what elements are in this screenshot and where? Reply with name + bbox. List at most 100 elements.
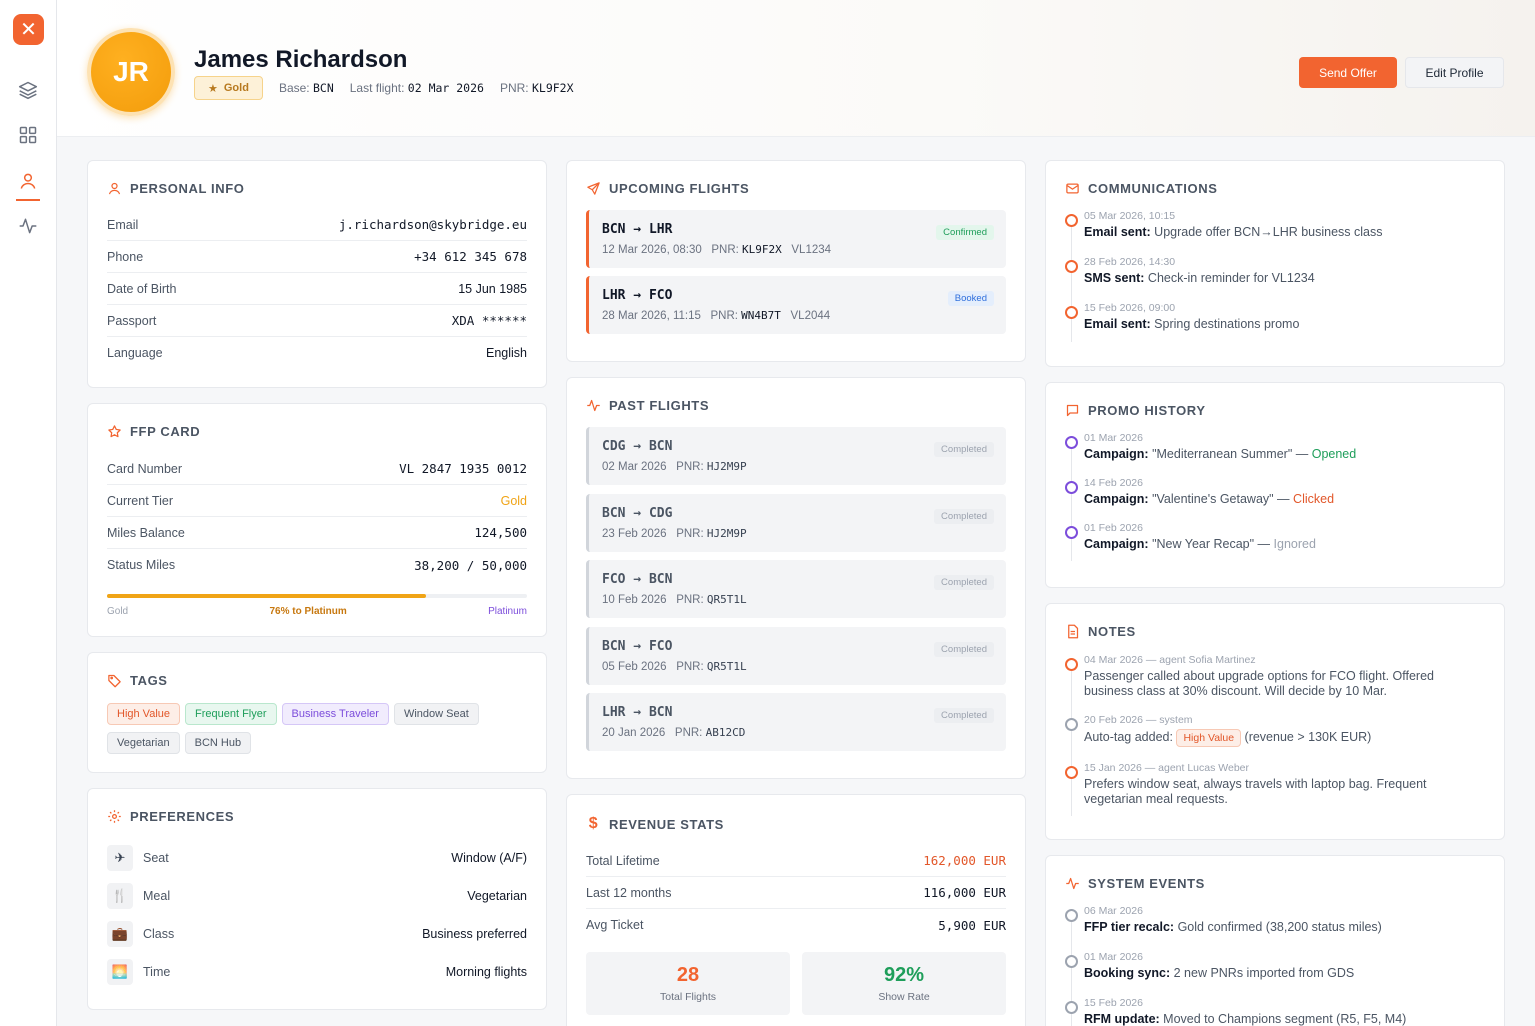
system-events-card: SYSTEM EVENTS 06 Mar 2026 FFP tier recalc…	[1045, 855, 1505, 1026]
layers-icon[interactable]	[17, 79, 39, 101]
flight-item[interactable]: FCO → BCN 10 Feb 2026 PNR: QR5T1L Complete…	[586, 560, 1006, 618]
timeline-dot	[1065, 909, 1078, 922]
revenue-rows: Total Lifetime 162,000 EUR Last 12 months 1…	[586, 845, 1006, 941]
tag-icon	[108, 674, 121, 688]
promo-result: Ignored	[1273, 537, 1316, 551]
timeline-label: Email sent:	[1084, 225, 1151, 239]
gear-icon	[108, 810, 121, 823]
activity-icon[interactable]	[17, 215, 39, 237]
timeline-dot	[1065, 306, 1078, 319]
timeline-text: Email sent: Spring destinations promo	[1084, 317, 1485, 332]
timeline-label: Campaign:	[1084, 492, 1149, 506]
tag-chip[interactable]: High Value	[107, 703, 180, 725]
timeline-text: Campaign: "Mediterranean Summer" — Opene…	[1084, 447, 1485, 462]
timeline-date: 28 Feb 2026, 14:30	[1084, 256, 1176, 268]
timeline-body: "Mediterranean Summer" —	[1152, 447, 1309, 461]
flight-item[interactable]: CDG → BCN 02 Mar 2026 PNR: HJ2M9P Complete…	[586, 427, 1006, 485]
timeline-label: SMS sent:	[1084, 271, 1145, 285]
row-value: XDA ******	[451, 313, 527, 328]
flight-details: 28 Mar 2026, 11:15 PNR: WN4B7T VL2044	[602, 309, 830, 322]
timeline-text: Email sent: Upgrade offer BCN→LHR busine…	[1084, 225, 1485, 240]
timeline-body: 2 new PNRs imported from GDS	[1173, 966, 1355, 980]
row-value: VL 2847 1935 0012	[399, 461, 527, 476]
timeline-date: 15 Jan 2026 — agent Lucas Weber	[1084, 762, 1250, 774]
timeline-suffix: (revenue > 130K EUR)	[1244, 730, 1372, 744]
pnr-label: PNR:	[710, 310, 738, 322]
dollar-icon: $	[588, 815, 599, 832]
timeline-dot	[1065, 718, 1078, 731]
preference-rows: ✈ Seat Window (A/F) 🍴 Meal Vegetarian 💼 Class Bu…	[107, 839, 527, 991]
past-flights-card: PAST FLIGHTS CDG → BCN 02 Mar 2026 PNR: H…	[566, 377, 1026, 779]
promo-result: Clicked	[1293, 492, 1335, 506]
timeline-body: Prefers window seat, always travels with…	[1084, 777, 1427, 806]
timeline-item: 04 Mar 2026 — agent Sofia Martinez Passen…	[1065, 654, 1485, 699]
preference-label: Meal	[143, 889, 171, 903]
flight-date: 02 Mar 2026	[602, 461, 667, 473]
flight-date: 05 Feb 2026	[602, 660, 667, 673]
preference-icon: 💼	[107, 921, 133, 947]
flight-number: VL2044	[790, 310, 831, 322]
flight-route: BCN → CDG	[602, 505, 673, 521]
row-label: Current Tier	[107, 493, 173, 508]
timeline-text: Campaign: "New Year Recap" — Ignored	[1084, 537, 1485, 552]
tag-chip[interactable]: Window Seat	[393, 703, 479, 725]
flight-route: BCN → LHR	[602, 222, 673, 237]
flight-date: 20 Jan 2026	[602, 727, 666, 739]
card-title: PREFERENCES	[130, 809, 235, 824]
info-row: Last 12 months 116,000 EUR	[586, 877, 1006, 909]
card-title: PERSONAL INFO	[130, 181, 245, 196]
timeline-text: RFM update: Moved to Champions segment (…	[1084, 1012, 1485, 1026]
promo-timeline: 01 Mar 2026 Campaign: "Mediterranean Summ…	[1065, 432, 1485, 567]
flight-item[interactable]: BCN → LHR 12 Mar 2026, 08:30 PNR: KL9F2X …	[586, 210, 1006, 268]
status-badge: Completed	[934, 575, 994, 590]
preferences-card: PREFERENCES ✈ Seat Window (A/F) 🍴 Meal Vegeta…	[87, 788, 547, 1010]
user-icon[interactable]	[17, 170, 39, 192]
pnr-code: QR5T1L	[706, 593, 747, 606]
preference-icon: 🍴	[107, 883, 133, 909]
row-value: 162,000 EUR	[923, 853, 1006, 868]
timeline-item: 01 Feb 2026 Campaign: "New Year Recap" — …	[1065, 522, 1485, 552]
timeline-date: 06 Mar 2026	[1084, 905, 1143, 917]
edit-profile-button[interactable]: Edit Profile	[1405, 57, 1504, 88]
row-value: j.richardson@skybridge.eu	[338, 217, 527, 232]
tier-badge: ★ Gold	[194, 76, 263, 100]
ffp-card: FFP CARD Card Number VL 2847 1935 0012 Cur…	[87, 403, 547, 637]
app-logo[interactable]: ✕	[13, 14, 44, 45]
timeline-item: 15 Feb 2026 RFM update: Moved to Champion…	[1065, 997, 1485, 1026]
timeline-label: FFP tier recalc:	[1084, 920, 1175, 934]
flight-item[interactable]: LHR → BCN 20 Jan 2026 PNR: AB12CD Complete…	[586, 693, 1006, 751]
timeline-dot	[1065, 214, 1078, 227]
preference-row: ✈ Seat Window (A/F)	[107, 839, 527, 877]
flight-route: FCO → BCN	[602, 572, 673, 587]
timeline-date: 05 Mar 2026, 10:15	[1084, 210, 1176, 222]
timeline-date: 15 Feb 2026	[1084, 997, 1143, 1009]
row-value: +34 612 345 678	[414, 249, 527, 264]
send-offer-button[interactable]: Send Offer	[1299, 57, 1397, 88]
timeline-dot	[1065, 658, 1078, 671]
flight-item[interactable]: LHR → FCO 28 Mar 2026, 11:15 PNR: WN4B7T …	[586, 276, 1006, 334]
active-indicator	[16, 199, 40, 201]
tag-chip[interactable]: BCN Hub	[184, 732, 252, 754]
flight-route: CDG → BCN	[602, 439, 673, 454]
flight-item[interactable]: BCN → FCO 05 Feb 2026 PNR: QR5T1L Complete…	[586, 626, 1006, 685]
row-value: 124,500	[474, 525, 527, 540]
tag-chip[interactable]: Frequent Flyer	[185, 703, 277, 725]
row-label: Phone	[107, 249, 144, 264]
tag-chip[interactable]: Vegetarian	[107, 732, 180, 754]
status-badge: Completed	[934, 442, 994, 457]
card-title: PAST FLIGHTS	[609, 398, 710, 413]
card-title: TAGS	[130, 673, 168, 688]
timeline-dot	[1065, 436, 1078, 449]
tag-chip[interactable]: Business Traveler	[281, 703, 389, 725]
timeline-dot	[1065, 260, 1078, 273]
tier-progress: Gold 76% to Platinum Platinum	[107, 594, 527, 617]
last-flight-info: Last flight: 02 Mar 2026	[349, 81, 484, 95]
grid-icon[interactable]	[17, 124, 39, 146]
timeline-item: 15 Feb 2026, 09:00 Email sent: Spring des…	[1065, 302, 1485, 332]
flight-item[interactable]: BCN → CDG 23 Feb 2026 PNR: HJ2M9P Complete…	[586, 493, 1006, 552]
timeline-date: 01 Feb 2026	[1084, 522, 1143, 534]
pnr-code: KL9F2X	[742, 243, 782, 256]
flight-details: 20 Jan 2026 PNR: AB12CD	[602, 726, 745, 739]
timeline-date: 04 Mar 2026 — agent Sofia Martinez	[1084, 654, 1256, 666]
row-label: Status Miles	[107, 558, 176, 572]
